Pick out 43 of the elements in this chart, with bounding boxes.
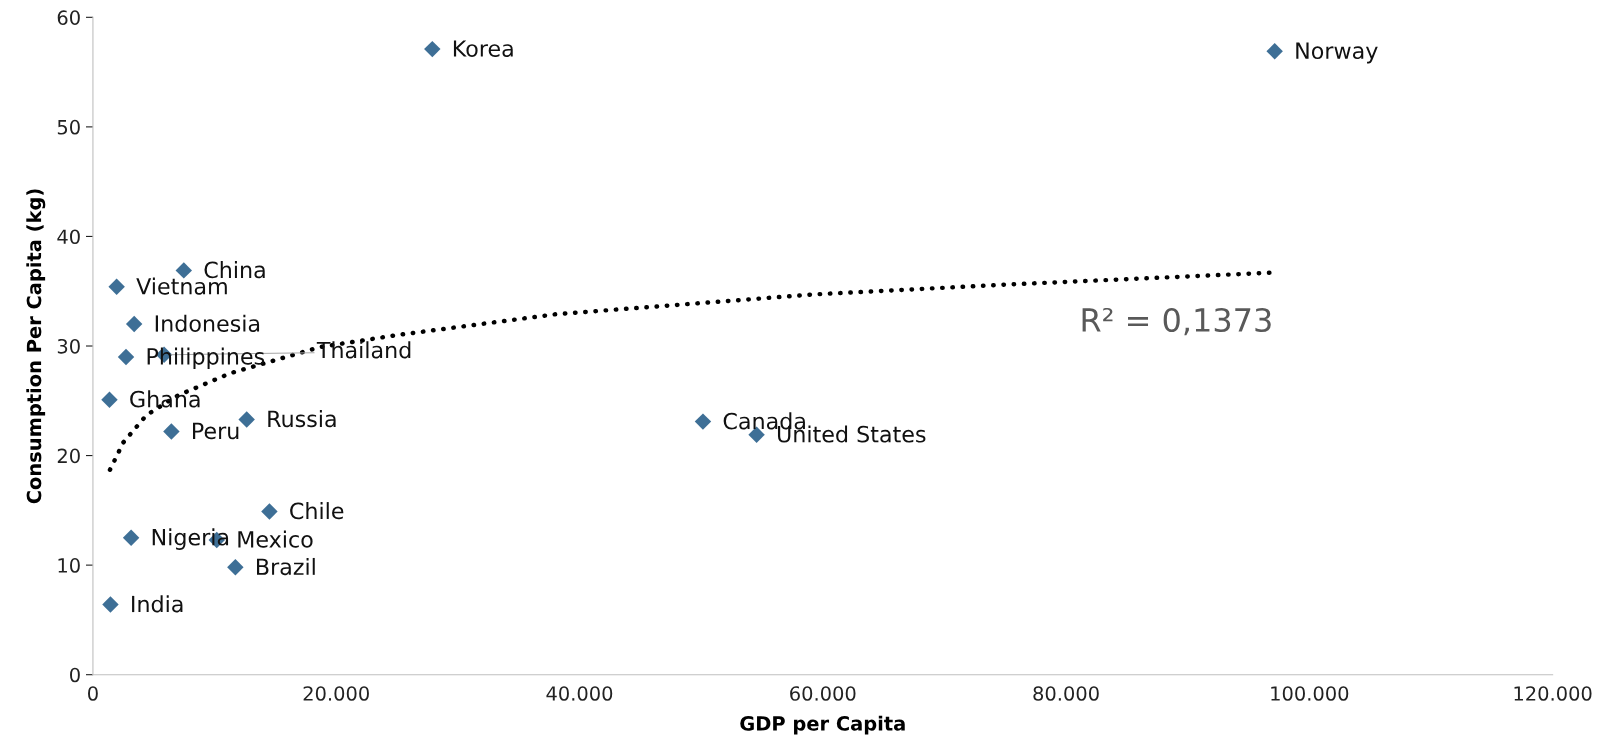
- annotation: Brazil: [257, 557, 315, 576]
- annotation: Russia: [268, 410, 336, 428]
- x-tick-label: 20.000: [303, 686, 369, 701]
- annotation: Mexico: [238, 530, 313, 548]
- x-tick-label: 120.000: [1514, 686, 1592, 701]
- annotation: Peru: [193, 422, 239, 440]
- point: [117, 348, 135, 366]
- annotation: India: [132, 595, 183, 613]
- point: [238, 411, 255, 428]
- point: [122, 529, 140, 546]
- y-tick-label: 20: [57, 448, 80, 464]
- y-axis-title: Consumption Per Capita (kg): [26, 189, 46, 504]
- annotation: Norway: [1296, 42, 1378, 64]
- annotation: Vietnam: [136, 277, 227, 295]
- x-tick-label: 60.000: [790, 686, 856, 701]
- annotation: R² = 0,1373: [1082, 307, 1271, 336]
- point: [227, 559, 244, 576]
- y-tick-label: 10: [58, 558, 80, 573]
- x-tick-label: 0: [88, 686, 98, 701]
- annotation: Korea: [453, 40, 513, 57]
- point: [108, 278, 125, 296]
- x-tick-label: 80.000: [1033, 686, 1099, 701]
- y-tick-label: 30: [57, 338, 80, 354]
- annotation: Chile: [290, 502, 344, 520]
- y-tick-label: 0: [70, 667, 80, 683]
- annotation: Indonesia: [155, 314, 260, 332]
- annotation: China: [204, 261, 265, 279]
- point: [101, 391, 118, 408]
- annotation: Ghana: [130, 390, 200, 408]
- point: [125, 315, 143, 333]
- y-tick-label: 50: [57, 119, 80, 135]
- y-tick-label: 40: [57, 229, 80, 245]
- y-tick-label: 60: [57, 10, 80, 25]
- point: [1266, 43, 1283, 60]
- point: [163, 423, 180, 440]
- point: [261, 503, 278, 520]
- x-axis-title: GDP per Capita: [740, 715, 905, 735]
- point: [424, 40, 441, 58]
- x-tick-label: 40.000: [546, 686, 613, 701]
- x-tick-label: 100.000: [1271, 686, 1349, 701]
- point: [694, 413, 712, 430]
- annotation: Thailand: [316, 341, 411, 359]
- point: [102, 596, 119, 613]
